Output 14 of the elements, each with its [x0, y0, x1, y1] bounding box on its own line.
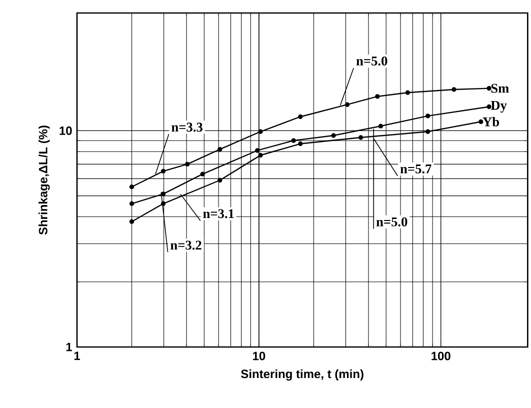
x-tick-label: 1: [74, 352, 80, 360]
series-label: Sm: [491, 84, 509, 93]
x-axis-title: Sintering time, t (min): [241, 369, 364, 381]
x-tick-label: 100: [432, 352, 450, 360]
annotation: n=3.2: [170, 240, 202, 250]
annotation: n=5.7: [400, 164, 432, 174]
annotation: n=3.1: [203, 209, 234, 218]
annotation: n=5.0: [376, 217, 408, 226]
y-axis-title: Shrinkage,ΔL/L (%): [38, 126, 50, 235]
legend-label: Yb: [482, 117, 500, 126]
series-label: Dy: [490, 100, 507, 113]
annotation: n=5.0: [356, 56, 388, 66]
annotation: n=3.3: [172, 122, 202, 132]
x-tick-label: 10: [253, 352, 266, 360]
